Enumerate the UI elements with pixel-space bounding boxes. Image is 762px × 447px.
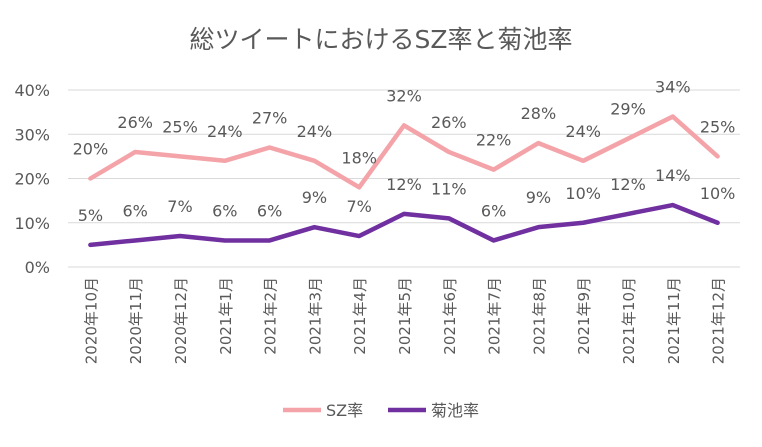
data-label: 9% [302, 188, 327, 207]
x-tick-label: 2020年11月 [127, 277, 145, 364]
data-label: 32% [386, 86, 422, 105]
data-label: 14% [655, 166, 691, 185]
x-tick-label: 2021年10月 [620, 277, 638, 364]
data-label: 6% [257, 201, 282, 220]
data-label: 10% [565, 184, 601, 203]
data-label: 26% [117, 113, 153, 132]
data-label: 24% [297, 122, 333, 141]
y-tick-label: 30% [14, 125, 50, 144]
data-label: 12% [610, 175, 646, 194]
legend-label: 菊池率 [431, 401, 479, 420]
data-label: 25% [162, 117, 198, 136]
legend-label: SZ率 [326, 401, 363, 420]
data-label: 12% [386, 175, 422, 194]
x-tick-label: 2021年3月 [306, 277, 324, 355]
x-tick-label: 2021年11月 [665, 277, 683, 364]
data-label: 29% [610, 100, 646, 119]
x-tick-label: 2021年6月 [441, 277, 459, 355]
data-label: 34% [655, 78, 691, 97]
data-label: 26% [431, 113, 467, 132]
data-label: 7% [347, 197, 372, 216]
data-label: 6% [123, 201, 148, 220]
x-tick-label: 2021年4月 [351, 277, 369, 355]
y-tick-label: 40% [14, 81, 50, 100]
data-label: 18% [341, 148, 377, 167]
data-label: 11% [431, 179, 467, 198]
x-tick-label: 2021年7月 [486, 277, 504, 355]
chart-title: 総ツイートにおけるSZ率と菊池率 [190, 25, 573, 54]
data-label: 5% [78, 206, 103, 225]
data-label: 9% [526, 188, 551, 207]
x-tick-label: 2021年2月 [262, 277, 280, 355]
x-tick-label: 2021年8月 [530, 277, 548, 355]
y-tick-label: 10% [14, 214, 50, 233]
data-label: 27% [252, 109, 288, 128]
data-label: 6% [212, 201, 237, 220]
data-label: 7% [167, 197, 192, 216]
data-label: 24% [207, 122, 243, 141]
x-tick-label: 2021年1月 [217, 277, 235, 355]
x-tick-label: 2021年9月 [575, 277, 593, 355]
data-label: 10% [700, 184, 736, 203]
data-label: 25% [700, 117, 736, 136]
x-tick-label: 2021年12月 [710, 277, 728, 364]
data-label: 6% [481, 201, 506, 220]
x-tick-label: 2021年5月 [396, 277, 414, 355]
data-label: 24% [565, 122, 601, 141]
x-tick-label: 2020年10月 [82, 277, 100, 364]
data-label: 28% [521, 104, 557, 123]
data-label: 20% [73, 140, 109, 159]
y-tick-label: 0% [25, 258, 50, 277]
y-tick-label: 20% [14, 170, 50, 189]
x-tick-label: 2020年12月 [172, 277, 190, 364]
data-label: 22% [476, 131, 512, 150]
